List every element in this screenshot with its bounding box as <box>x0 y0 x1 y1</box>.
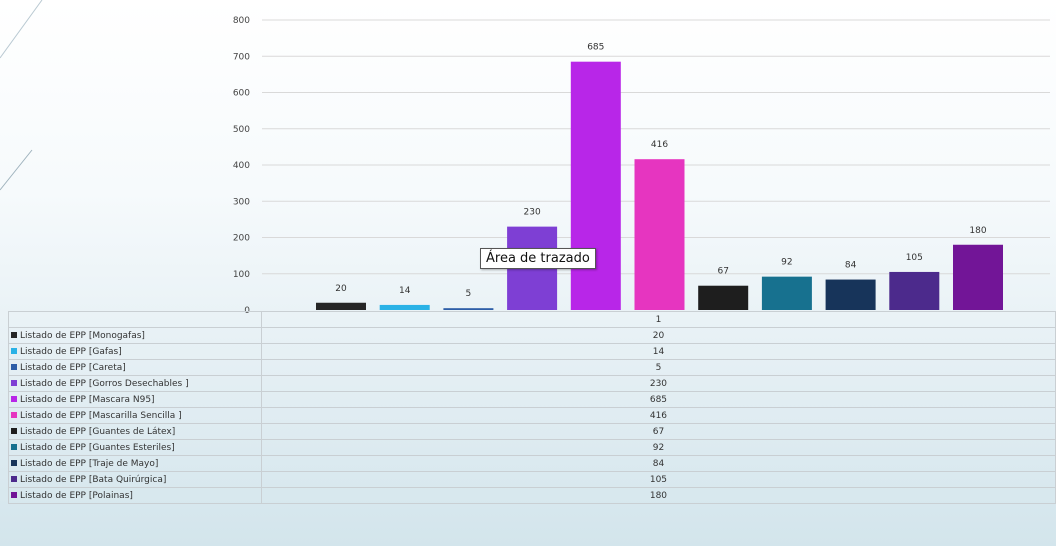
data-label: 67 <box>717 267 728 277</box>
bar[interactable] <box>698 285 749 310</box>
data-table: 1 Listado de EPP [Monogafas] 20 Listado de … <box>8 311 1056 504</box>
legend-swatch <box>11 412 17 418</box>
data-label: 685 <box>587 43 604 53</box>
series-name-cell: Listado de EPP [Guantes Esteriles] <box>8 439 262 456</box>
legend-swatch <box>11 460 17 466</box>
table-row: Listado de EPP [Traje de Mayo] 84 <box>8 455 1056 472</box>
series-name: Listado de EPP [Bata Quirúrgica] <box>20 474 167 485</box>
y-tick-label: 800 <box>233 16 250 26</box>
data-label: 416 <box>651 140 668 150</box>
data-label: 20 <box>335 284 347 294</box>
table-header-row: 1 <box>8 311 1056 328</box>
series-value-cell: 92 <box>260 439 1056 456</box>
table-row: Listado de EPP [Monogafas] 20 <box>8 327 1056 344</box>
series-value-cell: 180 <box>260 487 1056 504</box>
series-name: Listado de EPP [Guantes Esteriles] <box>20 442 175 453</box>
data-label: 105 <box>906 253 923 263</box>
y-tick-label: 600 <box>233 89 250 99</box>
legend-swatch <box>11 492 17 498</box>
series-name: Listado de EPP [Mascarilla Sencilla ] <box>20 410 182 421</box>
table-row: Listado de EPP [Guantes de Látex] 67 <box>8 423 1056 440</box>
series-value-cell: 20 <box>260 327 1056 344</box>
legend-swatch <box>11 444 17 450</box>
legend-swatch <box>11 428 17 434</box>
series-name-cell: Listado de EPP [Guantes de Látex] <box>8 423 262 440</box>
legend-swatch <box>11 476 17 482</box>
legend-swatch <box>11 332 17 338</box>
legend-swatch <box>11 364 17 370</box>
series-name-cell: Listado de EPP [Bata Quirúrgica] <box>8 471 262 488</box>
y-tick-label: 300 <box>233 197 250 207</box>
table-row: Listado de EPP [Gorros Desechables ] 230 <box>8 375 1056 392</box>
series-name-cell: Listado de EPP [Gorros Desechables ] <box>8 375 262 392</box>
series-name: Listado de EPP [Guantes de Látex] <box>20 426 176 437</box>
series-value-cell: 84 <box>260 455 1056 472</box>
table-row: Listado de EPP [Mascara N95] 685 <box>8 391 1056 408</box>
legend-swatch <box>11 348 17 354</box>
series-name-cell: Listado de EPP [Gafas] <box>8 343 262 360</box>
bar[interactable] <box>316 302 366 310</box>
bar[interactable] <box>443 308 494 310</box>
series-name-cell: Listado de EPP [Monogafas] <box>8 327 262 344</box>
decor-line <box>0 149 33 191</box>
y-tick-label: 100 <box>233 270 250 280</box>
table-corner-cell <box>8 311 262 328</box>
legend-swatch <box>11 396 17 402</box>
bars <box>316 61 1003 310</box>
bar[interactable] <box>570 61 621 310</box>
series-name: Listado de EPP [Traje de Mayo] <box>20 458 159 469</box>
data-label: 92 <box>781 258 792 268</box>
bar[interactable] <box>953 244 1003 310</box>
bar[interactable] <box>889 271 940 310</box>
series-name-cell: Listado de EPP [Mascara N95] <box>8 391 262 408</box>
data-label: 230 <box>524 208 541 218</box>
series-name: Listado de EPP [Polainas] <box>20 490 133 501</box>
series-name: Listado de EPP [Mascara N95] <box>20 394 155 405</box>
series-value-cell: 416 <box>260 407 1056 424</box>
series-name: Listado de EPP [Gorros Desechables ] <box>20 378 189 389</box>
series-value-cell: 5 <box>260 359 1056 376</box>
legend-swatch <box>11 380 17 386</box>
table-row: Listado de EPP [Mascarilla Sencilla ] 416 <box>8 407 1056 424</box>
series-name: Listado de EPP [Gafas] <box>20 346 122 357</box>
series-name-cell: Listado de EPP [Traje de Mayo] <box>8 455 262 472</box>
series-name-cell: Listado de EPP [Mascarilla Sencilla ] <box>8 407 262 424</box>
series-name: Listado de EPP [Careta] <box>20 362 126 373</box>
series-name-cell: Listado de EPP [Careta] <box>8 359 262 376</box>
data-label: 180 <box>969 226 986 236</box>
series-value-cell: 14 <box>260 343 1056 360</box>
table-row: Listado de EPP [Gafas] 14 <box>8 343 1056 360</box>
table-row: Listado de EPP [Guantes Esteriles] 92 <box>8 439 1056 456</box>
y-tick-label: 700 <box>233 52 250 62</box>
plot-area-tooltip: Área de trazado <box>480 248 596 269</box>
y-tick-label: 500 <box>233 125 250 135</box>
bar[interactable] <box>825 279 876 310</box>
series-name: Listado de EPP [Monogafas] <box>20 330 145 341</box>
series-value-cell: 105 <box>260 471 1056 488</box>
table-row: Listado de EPP [Bata Quirúrgica] 105 <box>8 471 1056 488</box>
category-label: 1 <box>260 311 1056 328</box>
bar[interactable] <box>761 276 812 310</box>
data-label: 5 <box>466 289 472 299</box>
y-tick-label: 400 <box>233 161 250 171</box>
table-row: Listado de EPP [Careta] 5 <box>8 359 1056 376</box>
bar[interactable] <box>634 159 685 310</box>
series-name-cell: Listado de EPP [Polainas] <box>8 487 262 504</box>
data-labels: 20 14 5 230 685 416 67 92 84 105 180 <box>335 43 987 300</box>
bar[interactable] <box>379 304 430 310</box>
data-label: 84 <box>845 261 857 271</box>
series-value-cell: 67 <box>260 423 1056 440</box>
decor-line <box>0 0 43 59</box>
series-value-cell: 230 <box>260 375 1056 392</box>
table-row: Listado de EPP [Polainas] 180 <box>8 487 1056 504</box>
data-label: 14 <box>399 286 411 296</box>
series-value-cell: 685 <box>260 391 1056 408</box>
y-tick-label: 200 <box>233 234 250 244</box>
